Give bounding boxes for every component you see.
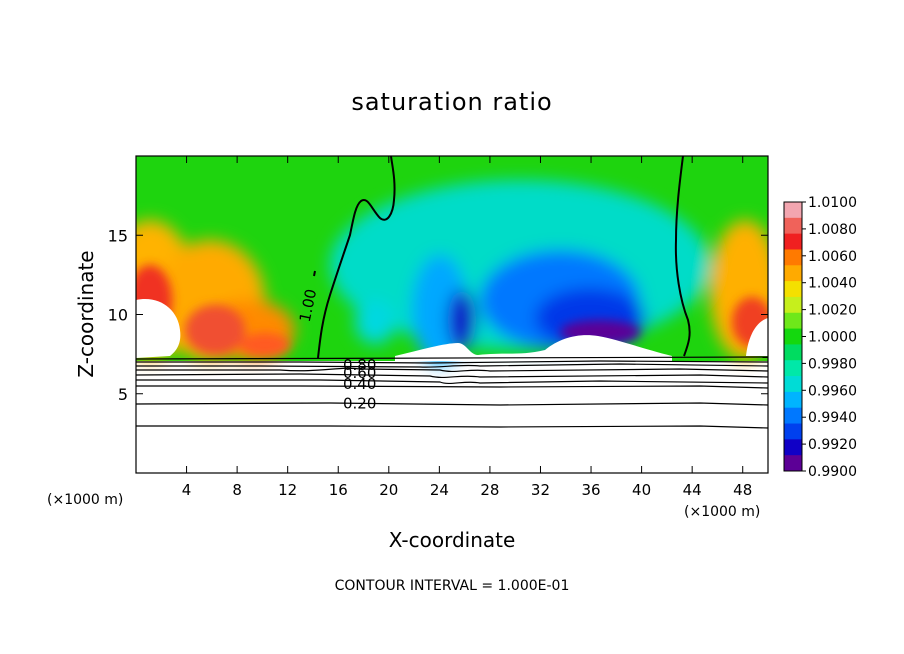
colorbar-tick-label: 0.9940	[808, 410, 857, 426]
x-tick-label: 8	[232, 481, 242, 499]
x-tick-label: 40	[632, 481, 651, 499]
x-tick-label: 28	[480, 481, 499, 499]
x-tick-label: 4	[182, 481, 192, 499]
y-axis-label: Z-coordinate	[74, 250, 98, 378]
colorbar-swatch	[784, 360, 802, 377]
contour-label: 0.40	[343, 375, 376, 393]
colorbar-swatch	[784, 376, 802, 393]
x-tick-label: 16	[329, 481, 348, 499]
x-tick-label: 12	[278, 481, 297, 499]
x-tick-label: 24	[430, 481, 449, 499]
x-tick-label: 44	[683, 481, 702, 499]
contour-label: 0.80	[343, 356, 376, 374]
saturation-field	[136, 156, 768, 365]
terrain-contours	[135, 356, 769, 429]
colorbar-swatch	[784, 296, 802, 314]
colorbar-swatch	[784, 233, 802, 250]
colorbar-tick-label: 1.0060	[808, 249, 857, 265]
colorbar-tick-label: 0.9920	[808, 437, 857, 453]
y-tick-label: 10	[108, 306, 128, 325]
colorbar-swatch	[784, 312, 802, 330]
colorbar-tick-label: 1.0080	[808, 222, 857, 238]
x-unit-label-right: (×1000 m)	[684, 504, 761, 520]
colorbar-swatch	[784, 423, 802, 440]
contour-line-1-00-right	[674, 155, 691, 357]
colorbar-swatch	[784, 202, 802, 219]
colorbar-tick-label: 1.0020	[808, 303, 857, 319]
colorbar-swatch	[784, 265, 802, 282]
x-axis-label: X-coordinate	[388, 528, 516, 552]
colorbar-tick-label: 1.0040	[808, 276, 857, 292]
x-tick-label: 36	[581, 481, 600, 499]
colorbar-tick-label: 0.9900	[808, 464, 857, 480]
x-tick-label: 20	[379, 481, 398, 499]
colorbar-swatch	[784, 455, 802, 472]
chart-title: saturation ratio	[351, 88, 553, 116]
colorbar-swatch	[784, 439, 802, 456]
colorbar-swatch	[784, 391, 802, 409]
contour-interval-note: CONTOUR INTERVAL = 1.000E-01	[334, 578, 570, 594]
colorbar-tick-label: 1.0100	[808, 195, 857, 211]
y-tick-label: 15	[108, 226, 128, 245]
contour-line-1-00-left	[317, 155, 396, 359]
x-unit-label-left: (×1000 m)	[47, 492, 124, 508]
colorbar-swatch	[784, 217, 802, 235]
colorbar-swatch	[784, 407, 802, 425]
contour-label: 0.20	[343, 394, 376, 412]
colorbar-swatch	[784, 328, 802, 345]
colorbar-tick-label: 0.9960	[808, 383, 857, 399]
x-tick-label: 48	[733, 481, 752, 499]
colorbar-swatch	[784, 344, 802, 361]
colorbar-swatch	[784, 281, 802, 298]
colorbar-tick-label: 1.0000	[808, 330, 857, 346]
contour-label: 0.60	[343, 364, 376, 382]
y-tick-label: 5	[118, 385, 128, 404]
colorbar-tick-label: 0.9980	[808, 356, 857, 372]
x-tick-label: 32	[531, 481, 550, 499]
colorbar-swatch	[784, 249, 802, 266]
